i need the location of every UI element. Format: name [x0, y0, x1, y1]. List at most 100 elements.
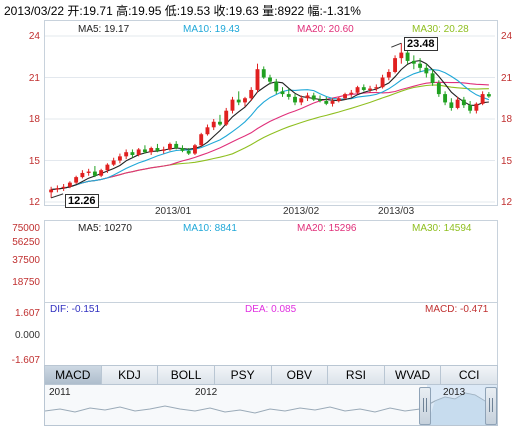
- candle-body: [136, 149, 141, 155]
- nav-year-2013: 2013: [443, 387, 466, 398]
- candle-body: [130, 152, 135, 155]
- price-y-tick-right: 21: [501, 73, 513, 84]
- volume-y-tick: 75000: [12, 223, 40, 234]
- tab-wvad[interactable]: WVAD: [384, 366, 442, 384]
- dif-label: DIF: -0.151: [50, 304, 101, 315]
- price-y-tick-left: 15: [28, 156, 40, 167]
- price-y-tick-left: 24: [28, 31, 40, 42]
- candle-body: [424, 67, 429, 74]
- candle-body: [386, 71, 391, 78]
- candle-body: [355, 87, 360, 93]
- candle-body: [336, 98, 341, 102]
- candle-body: [318, 99, 322, 102]
- candle-body: [168, 143, 172, 150]
- candle-body: [343, 94, 347, 99]
- macd-label: MACD: -0.471: [425, 304, 489, 315]
- candle-body: [368, 88, 372, 90]
- candle-body: [443, 94, 448, 103]
- price-y-tick-left: 21: [28, 73, 40, 84]
- low-price-marker: 12.26: [65, 194, 99, 208]
- candle-body: [67, 182, 72, 187]
- candle-body: [486, 94, 491, 97]
- candle-body: [155, 148, 160, 151]
- candle-body: [299, 98, 304, 103]
- ma10-label: MA10: 19.43: [183, 24, 240, 35]
- candle-body: [92, 171, 97, 176]
- candle-body: [468, 105, 473, 111]
- candle-body: [474, 103, 479, 111]
- navigator-left-handle[interactable]: [419, 387, 431, 425]
- candle-body: [142, 149, 147, 153]
- candle-body: [280, 91, 285, 95]
- candle-body: [205, 127, 210, 135]
- candle-body: [230, 99, 235, 111]
- candle-body: [243, 98, 247, 103]
- candle-body: [480, 94, 485, 104]
- navigator-right-handle[interactable]: [485, 387, 497, 425]
- indicator-tabs: MACD KDJ BOLL PSY OBV RSI WVAD CCI: [44, 365, 498, 385]
- ma20-label: MA20: 20.60: [297, 24, 354, 35]
- candle-body: [218, 121, 222, 125]
- candle-body: [49, 189, 54, 193]
- vol-ma5-label: MA5: 10270: [78, 223, 132, 234]
- candle-body: [124, 152, 129, 157]
- candle-body: [186, 150, 191, 154]
- candle-body: [255, 69, 260, 90]
- tab-cci[interactable]: CCI: [441, 366, 497, 384]
- candle-body: [380, 77, 385, 88]
- candle-body: [249, 89, 254, 99]
- candle-body: [399, 52, 404, 59]
- candle-body: [261, 69, 266, 78]
- candle-body: [330, 101, 335, 104]
- candle-body: [117, 156, 122, 161]
- candle-body: [61, 186, 66, 189]
- candle-body: [86, 171, 91, 173]
- vol-ma10-label: MA10: 8841: [183, 223, 237, 234]
- price-y-tick-left: 18: [28, 114, 40, 125]
- candle-body: [324, 101, 329, 104]
- x-tick-label: 2013/01: [155, 206, 192, 217]
- tab-kdj[interactable]: KDJ: [101, 366, 159, 384]
- candle-body: [311, 95, 316, 100]
- candle-body: [111, 160, 116, 165]
- ma30-label: MA30: 20.28: [412, 24, 469, 35]
- candle-body: [293, 96, 297, 103]
- candle-body: [105, 164, 110, 171]
- candle-body: [430, 73, 435, 84]
- price-y-tick-right: 12: [501, 197, 513, 208]
- candle-body: [393, 58, 398, 72]
- candle-body: [461, 99, 466, 106]
- candle-body: [74, 177, 79, 183]
- vol-ma30-label: MA30: 14594: [412, 223, 472, 234]
- x-tick-label: 2013/02: [283, 206, 320, 217]
- candle-body: [411, 60, 416, 64]
- price-y-tick-right: 18: [501, 114, 513, 125]
- nav-year-2011: 2011: [49, 387, 71, 398]
- candle-body: [305, 95, 310, 99]
- range-navigator[interactable]: 2011 2012 2013: [44, 384, 498, 426]
- tab-macd[interactable]: MACD: [45, 366, 102, 384]
- tab-boll[interactable]: BOLL: [158, 366, 215, 384]
- nav-year-2012: 2012: [195, 387, 218, 398]
- ma5-label: MA5: 19.17: [78, 24, 130, 35]
- tab-obv[interactable]: OBV: [271, 366, 329, 384]
- candle-body: [449, 102, 454, 108]
- price-y-tick-right: 24: [501, 31, 513, 42]
- candle-body: [349, 92, 354, 95]
- candle-body: [224, 110, 229, 125]
- candle-body: [286, 94, 291, 97]
- candle-body: [436, 83, 441, 95]
- volume-panel[interactable]: [44, 220, 498, 304]
- candle-body: [418, 63, 423, 68]
- ma10-line: [51, 69, 490, 191]
- macd-y-tick: 0.000: [14, 330, 40, 341]
- candle-body: [374, 87, 379, 89]
- quote-header: 2013/03/22 开:19.71 高:19.95 低:19.53 收:19.…: [4, 4, 361, 18]
- high-pointer: [391, 42, 402, 48]
- x-tick-label: 2013/03: [378, 206, 415, 217]
- candle-body: [180, 148, 185, 151]
- candle-body: [149, 148, 154, 153]
- tab-rsi[interactable]: RSI: [328, 366, 385, 384]
- candle-body: [268, 77, 272, 82]
- tab-psy[interactable]: PSY: [214, 366, 272, 384]
